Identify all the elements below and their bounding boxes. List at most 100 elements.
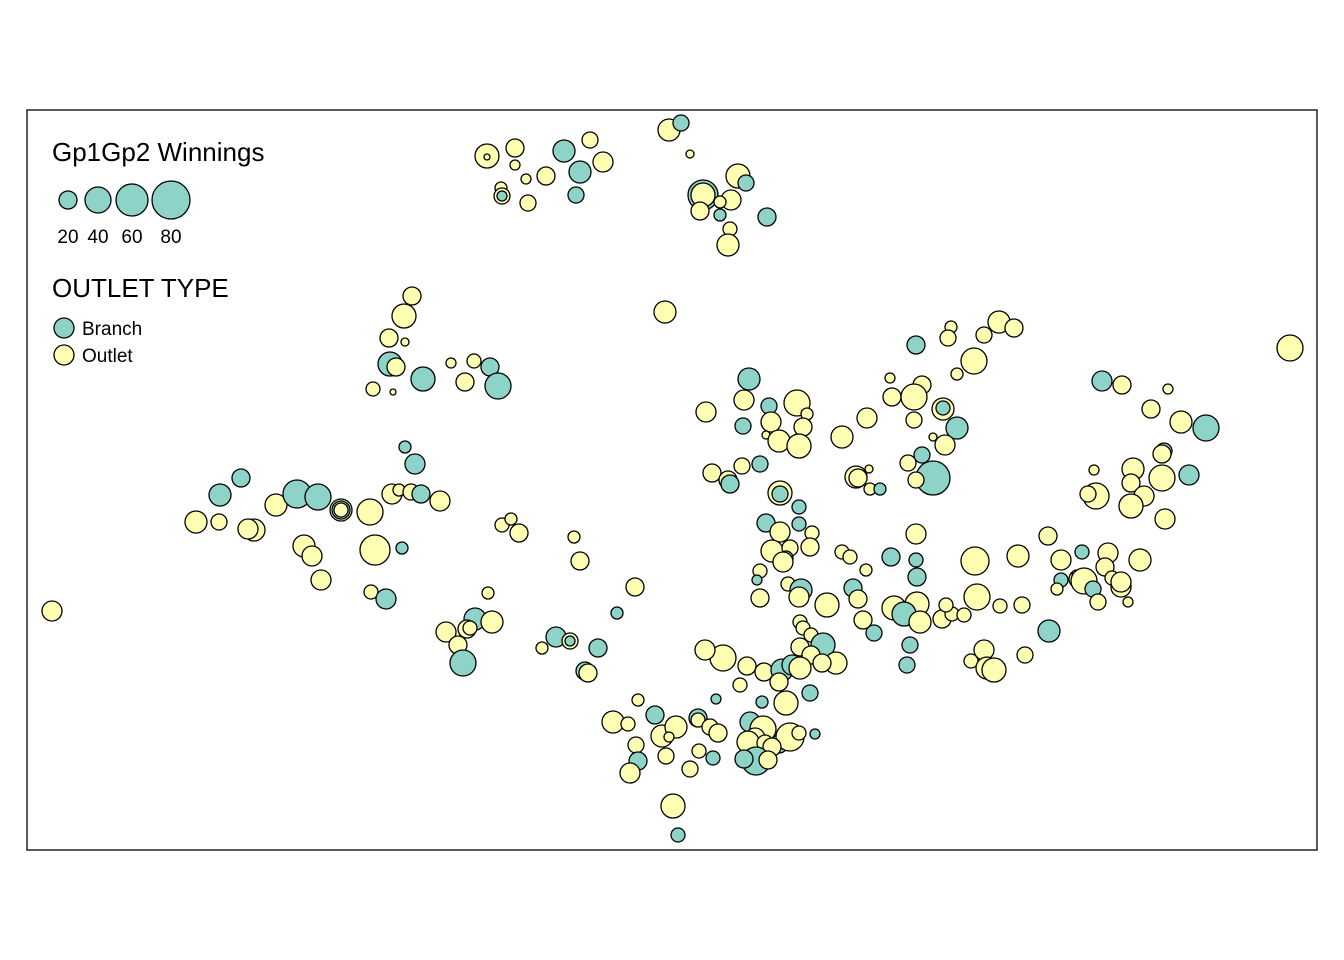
outlet-point (386, 357, 406, 377)
outlet-point (750, 588, 770, 608)
outlet-point (663, 731, 675, 743)
outlet-point (848, 589, 868, 609)
branch-point (734, 749, 754, 769)
branch-point (552, 139, 576, 163)
outlet-point (1089, 593, 1107, 611)
outlet-point (960, 546, 990, 576)
outlet-point (908, 610, 932, 634)
outlet-point (1128, 548, 1152, 572)
outlet-point (391, 303, 417, 329)
size-legend-symbol (115, 183, 149, 217)
outlet-point (1141, 399, 1161, 419)
outlet-point (1110, 571, 1132, 593)
outlet-point (956, 607, 972, 623)
branch-point (791, 516, 807, 532)
branch-point (645, 705, 665, 725)
branch-point (791, 499, 807, 515)
outlet-point (713, 195, 727, 209)
outlet-point (627, 736, 645, 754)
outlet-point (519, 194, 537, 212)
outlet-point (788, 656, 812, 680)
outlet-point (856, 407, 878, 429)
outlet-point (567, 530, 581, 544)
outlet-point (1016, 646, 1034, 664)
branch-point (1037, 619, 1061, 643)
branch-point (751, 574, 763, 586)
outlet-point (848, 468, 868, 488)
branch-point (484, 372, 512, 400)
outlet-point (462, 620, 478, 636)
branch-point (610, 606, 624, 620)
branch-point (809, 728, 821, 740)
branch-point (901, 636, 919, 654)
outlet-point (402, 286, 422, 306)
outlet-point (1152, 444, 1172, 464)
branch-point (1074, 544, 1090, 560)
outlet-point (882, 387, 902, 407)
outlet-point (907, 471, 925, 489)
outlet-point (769, 521, 791, 543)
branch-point (908, 552, 924, 568)
outlet-point (184, 510, 208, 534)
branch-point (881, 547, 901, 567)
outlet-point (264, 493, 288, 517)
outlet-point (483, 153, 491, 161)
outlet-point (435, 621, 457, 643)
outlet-point (400, 337, 410, 347)
outlet-point (333, 502, 349, 518)
outlet-point (570, 551, 590, 571)
size-legend-symbol (151, 180, 191, 220)
outlet-point (1162, 383, 1174, 395)
outlet-point (445, 357, 457, 369)
size-legend-label: 60 (121, 227, 142, 248)
size-legend-label: 20 (57, 227, 78, 248)
legend-size-title: Gp1Gp2 Winnings (52, 137, 264, 167)
branch-point (395, 541, 409, 555)
outlet-point (681, 760, 699, 778)
outlet-point (429, 490, 451, 512)
outlet-point (690, 201, 710, 221)
outlet-point (480, 610, 504, 634)
size-legend-label: 40 (87, 227, 108, 248)
outlet-point (884, 372, 896, 384)
outlet-point (702, 463, 722, 483)
type-legend-label-outlet: Outlet (82, 346, 133, 367)
branch-point (449, 649, 477, 677)
branch-point (496, 190, 508, 202)
outlet-point (41, 600, 63, 622)
branch-point (755, 695, 769, 709)
outlet-point (578, 663, 598, 683)
outlet-point (359, 534, 391, 566)
branch-point (705, 750, 721, 766)
outlet-point (950, 367, 964, 381)
outlet-point (536, 166, 556, 186)
outlet-point (625, 577, 645, 597)
outlet-point (1038, 526, 1058, 546)
outlet-point (695, 401, 717, 423)
outlet-point (631, 693, 645, 707)
outlet-point (379, 328, 399, 348)
size-legend-label: 80 (160, 227, 181, 248)
outlet-point (864, 464, 874, 474)
branch-point (208, 483, 232, 507)
outlet-point (938, 597, 954, 613)
outlet-point (1079, 485, 1097, 503)
branch-point (801, 684, 819, 702)
outlet-point (691, 743, 707, 759)
type-legend: Branch Outlet (53, 317, 142, 367)
outlet-point (481, 586, 495, 600)
outlet-point (1118, 493, 1144, 519)
outlet-point (619, 762, 641, 784)
branch-point (670, 827, 686, 843)
outlet-point (455, 372, 475, 392)
outlet-point (758, 750, 778, 770)
outlet-point (1013, 596, 1031, 614)
outlet-point (509, 159, 521, 171)
outlet-point (812, 653, 832, 673)
outlet-points (41, 114, 1304, 843)
outlet-point (1148, 464, 1176, 492)
outlet-point (928, 432, 938, 442)
branch-point (771, 485, 789, 503)
outlet-point (1050, 582, 1064, 596)
outlet-point (694, 639, 716, 661)
